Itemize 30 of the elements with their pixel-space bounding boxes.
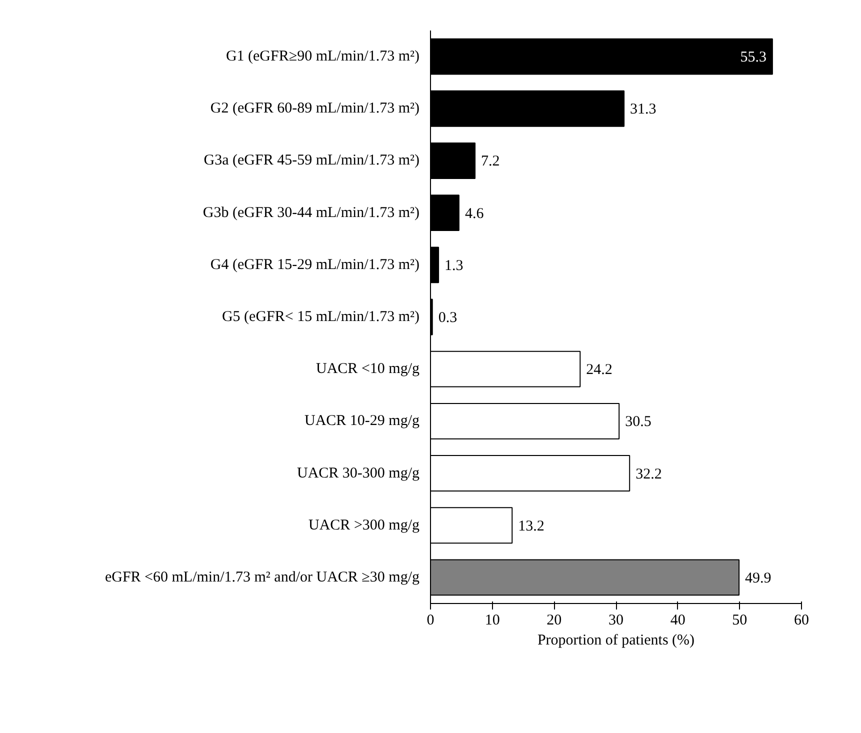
- data-label: 13.2: [518, 518, 544, 534]
- x-tick-label: 10: [484, 612, 500, 628]
- y-tick-label: eGFR <60 mL/min/1.73 m² and/or UACR ≥30 mg/g: [104, 569, 420, 586]
- x-tick-label: 50: [732, 612, 748, 628]
- x-tick-label: 60: [794, 612, 809, 628]
- data-label: 55.3: [740, 50, 766, 66]
- y-tick-label: G1 (eGFR≥90 mL/min/1.73 m²): [226, 48, 420, 65]
- x-tick-label: 20: [546, 612, 562, 628]
- data-label: 24.2: [586, 362, 612, 378]
- y-tick-label: G3a (eGFR 45-59 mL/min/1.73 m²): [204, 152, 420, 169]
- x-axis-title: Proportion of patients (%): [537, 632, 695, 648]
- data-label: 49.9: [745, 570, 772, 586]
- y-tick-label: UACR <10 mg/g: [316, 361, 420, 378]
- x-tick-label: 30: [608, 612, 624, 628]
- data-label: 4.6: [464, 206, 484, 222]
- data-label: 31.3: [630, 102, 656, 118]
- y-tick-label: G2 (eGFR 60-89 mL/min/1.73 m²): [210, 100, 420, 117]
- y-tick-label: G5 (eGFR< 15 mL/min/1.73 m²): [222, 309, 420, 325]
- y-tick-label: UACR 30-300 mg/g: [296, 465, 420, 482]
- data-label: 30.5: [625, 414, 652, 430]
- y-tick-label: G4 (eGFR 15-29 mL/min/1.73 m²): [210, 256, 420, 273]
- y-tick-label: UACR >300 mg/g: [308, 517, 420, 534]
- data-label: 32.2: [636, 466, 662, 482]
- x-tick-label: 40: [670, 612, 686, 628]
- x-tick-label: 0: [426, 612, 434, 628]
- data-label: 0.3: [438, 310, 458, 326]
- y-tick-label: UACR 10-29 mg/g: [304, 413, 420, 430]
- y-tick-label: G3b (eGFR 30-44 mL/min/1.73 m²): [202, 204, 420, 221]
- data-label: 1.3: [444, 258, 464, 274]
- data-label: 7.2: [481, 154, 500, 170]
